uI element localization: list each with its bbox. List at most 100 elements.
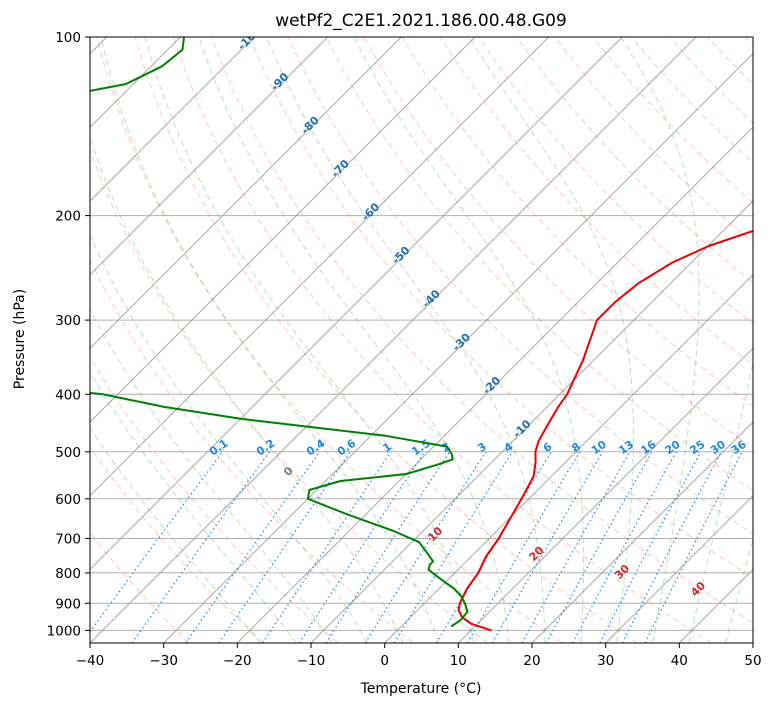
isotherm: [384, 273, 753, 643]
mixing-ratio-label: 16: [638, 438, 658, 458]
mixing-ratio-line: [218, 451, 351, 643]
y-tick-label: 100: [55, 30, 81, 46]
mixing-ratio-label: 0.1: [207, 437, 230, 459]
mixing-ratio-line: [325, 451, 451, 643]
dry-adiabat: [287, 37, 753, 535]
moist-adiabat: [688, 360, 753, 643]
dry-adiabat: [211, 37, 753, 624]
dry-adiabat: [134, 37, 638, 643]
mixing-ratio-line: [644, 451, 743, 643]
moist-adiabat: [468, 37, 634, 643]
dry-adiabat: [592, 37, 753, 204]
dry-adiabat: [90, 258, 414, 643]
isotherm: [605, 494, 753, 643]
moist-adiabat-label: 0: [281, 464, 296, 479]
plot-frame: [89, 36, 754, 644]
isotherm: [163, 52, 753, 643]
isotherm-label: -60: [359, 200, 382, 223]
mixing-ratio-line: [90, 451, 224, 633]
mixing-ratio-label: 4: [502, 440, 516, 455]
mixing-ratio-line: [466, 451, 581, 643]
isotherm: [310, 200, 753, 643]
y-tick-label: 1000: [47, 623, 81, 639]
mixing-ratio-label: 20: [663, 438, 683, 458]
chart-title: wetPf2_C2E1.2021.186.00.48.G09: [275, 11, 567, 31]
mixing-ratio-label: 8: [569, 440, 583, 455]
mixing-ratio-line: [298, 451, 426, 643]
x-tick-label: 10: [450, 653, 467, 669]
mixing-ratio-line: [599, 451, 702, 643]
mixing-ratio-label: 25: [687, 438, 707, 457]
x-axis-label: Temperature (°C): [360, 681, 482, 697]
x-tick-label: 50: [744, 653, 761, 669]
isotherm: [236, 126, 753, 643]
y-tick-label: 200: [55, 209, 81, 225]
x-tick-label: −20: [223, 653, 252, 669]
mixing-ratio-label: 3: [475, 440, 489, 455]
temperature-line: [457, 229, 753, 632]
y-tick-label: 900: [55, 596, 81, 612]
isotherm: [90, 37, 697, 643]
mixing-ratio-line: [393, 451, 513, 643]
isotherm: [90, 37, 255, 202]
isotherm: [752, 642, 753, 643]
isotherm-label: -50: [389, 244, 412, 267]
y-tick-label: 500: [55, 445, 81, 461]
mixing-ratio-line: [131, 451, 271, 643]
moist-adiabat: [100, 37, 439, 643]
dry-adiabat: [90, 148, 488, 643]
dry-adiabat: [325, 37, 753, 492]
dewpoint-line: [90, 37, 469, 628]
isotherm: [90, 37, 476, 423]
mixing-ratio-label: 0.2: [254, 437, 277, 459]
dry-adiabat: [554, 37, 753, 244]
dry-adiabat: [516, 37, 753, 284]
y-tick-label: 400: [55, 387, 81, 403]
isotherm: [531, 421, 753, 643]
isotherm: [90, 37, 402, 350]
y-tick-label: 700: [55, 532, 81, 548]
mixing-ratio-line: [572, 451, 677, 643]
moist-adiabat: [266, 37, 546, 643]
y-axis: 100 200 300 400 500 600 700 800 900 1000: [47, 30, 90, 639]
isotherm-label: -10: [510, 417, 533, 440]
isotherm-label: -70: [329, 157, 352, 180]
mixing-ratio-label: 30: [708, 438, 728, 458]
moist-adiabat: [90, 308, 333, 643]
moist-adiabat: [90, 371, 297, 643]
moist-adiabat-label: 20: [527, 544, 547, 564]
moist-adiabat-label: 10: [425, 524, 445, 544]
moist-adiabat: [725, 537, 753, 643]
y-axis-label: Pressure (hPa): [12, 289, 28, 389]
moist-adiabat: [90, 427, 261, 643]
x-tick-label: −10: [297, 653, 326, 669]
mixing-ratio-line: [262, 451, 392, 643]
mixing-ratio-line: [364, 451, 487, 643]
moist-adiabat: [620, 37, 700, 643]
dry-adiabat: [90, 355, 339, 643]
isotherm-label: -100: [235, 24, 264, 53]
dry-adiabat: [90, 445, 264, 643]
dry-adiabat: [90, 531, 190, 643]
isotherm-label: -20: [480, 374, 503, 397]
moist-adiabat: [353, 37, 584, 643]
x-tick-label: 20: [523, 653, 540, 669]
x-tick-label: −40: [76, 653, 105, 669]
dry-adiabat: [249, 37, 753, 579]
x-axis: −40 −30 −20 −10 0 10 20 30 40 50: [76, 643, 762, 669]
x-tick-label: 0: [380, 653, 389, 669]
line-labels: 0.1 0.2 0.4 0.6 1 1.5 2 3 4 6 8 10 13 16 20 25 30 36-100-…: [207, 24, 749, 599]
dry-adiabat: [707, 37, 753, 85]
dry-adiabat: [669, 37, 753, 125]
mixing-ratio-label: 10: [589, 438, 609, 458]
x-tick-label: 40: [671, 653, 688, 669]
isotherm-label: -90: [268, 70, 291, 93]
isotherm: [457, 347, 753, 643]
dry-adiabat: [96, 37, 563, 643]
moist-adiabat: [198, 37, 510, 643]
moist-adiabat: [90, 233, 369, 643]
isotherm-label: -30: [450, 330, 473, 353]
mixing-ratio-label: 36: [729, 438, 749, 458]
y-tick-label: 800: [55, 566, 81, 582]
